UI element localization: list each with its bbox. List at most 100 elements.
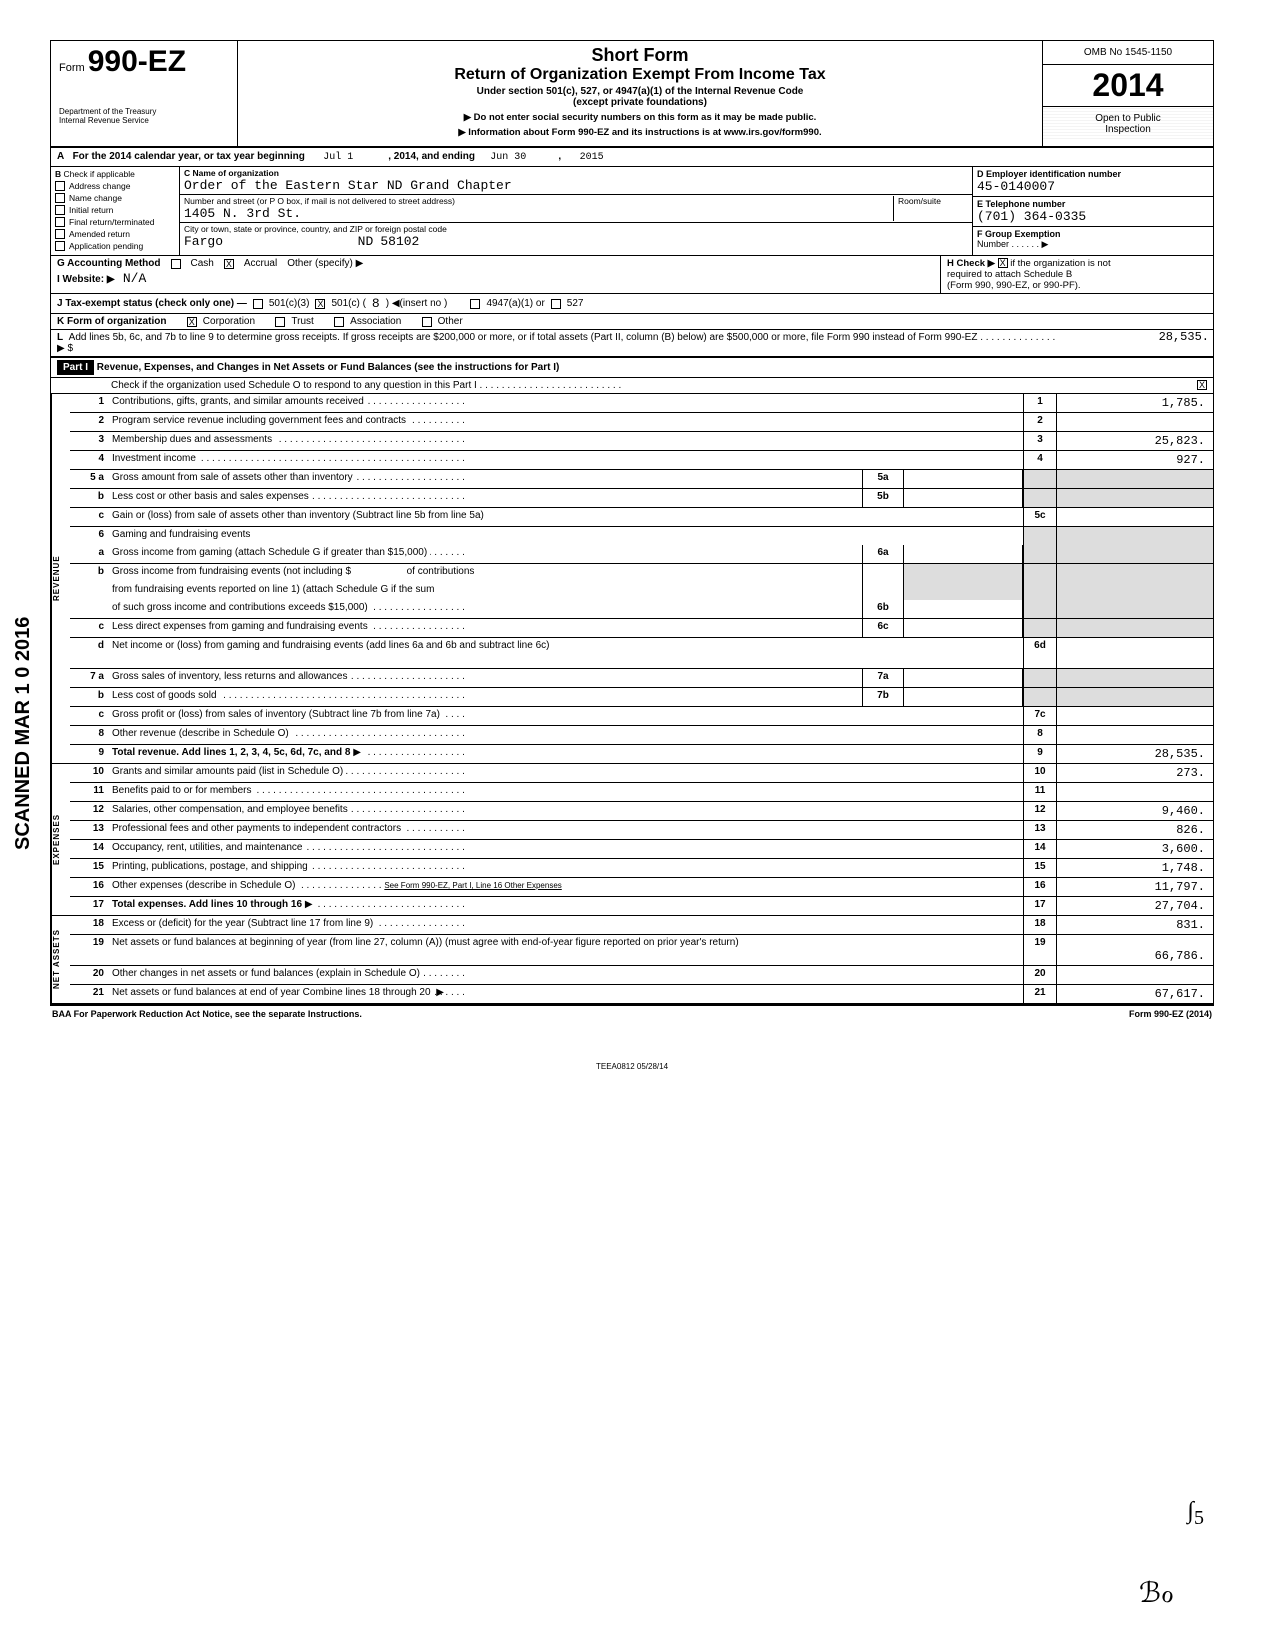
- mv6c: [904, 619, 1023, 637]
- row-k: K Form of organization XCorporation Trus…: [51, 314, 1213, 330]
- room-lbl: Room/suite: [898, 196, 941, 206]
- rb11: 11: [1023, 783, 1057, 801]
- org-state: ND: [358, 234, 374, 249]
- chk-trust[interactable]: [275, 317, 285, 327]
- h-lbl: H Check ▶: [947, 258, 995, 269]
- street-lbl: Number and street (or P O box, if mail i…: [184, 196, 455, 206]
- chk-h[interactable]: X: [998, 258, 1008, 268]
- d2: Program service revenue including govern…: [112, 415, 409, 426]
- line-a: A For the 2014 calendar year, or tax yea…: [51, 148, 1213, 167]
- n18: 18: [70, 916, 108, 934]
- 501c-number: 8: [372, 296, 380, 311]
- col-c: C Name of organization Order of the East…: [180, 167, 973, 255]
- side-revenue: REVENUE: [51, 394, 70, 763]
- chk-501c3[interactable]: [253, 299, 263, 309]
- lbl-name-change: Name change: [69, 193, 122, 203]
- v6: [1057, 527, 1213, 545]
- g-lbl: G Accounting Method: [57, 258, 161, 269]
- rb5a: [1023, 470, 1057, 488]
- chk-name-change[interactable]: [55, 193, 65, 203]
- form-label: Form: [59, 62, 85, 74]
- v5b: [1057, 489, 1213, 507]
- n8: 8: [70, 726, 108, 744]
- form-number-cell: Form 990-EZ Department of the Treasury I…: [51, 41, 238, 146]
- d19: Net assets or fund balances at beginning…: [112, 937, 742, 948]
- ein-value: 45-0140007: [977, 179, 1055, 194]
- m6b: 6b: [862, 600, 904, 618]
- rb1: 1: [1023, 394, 1057, 412]
- d5a: Gross amount from sale of assets other t…: [112, 472, 356, 483]
- line-a-mid: , 2014, and ending: [388, 151, 475, 162]
- chk-accrual[interactable]: X: [224, 259, 234, 269]
- v10: 273.: [1057, 764, 1213, 782]
- chk-assoc[interactable]: [334, 317, 344, 327]
- v15: 1,748.: [1057, 859, 1213, 877]
- section-bcd: B Check if applicable Address change Nam…: [51, 167, 1213, 256]
- chk-app-pending[interactable]: [55, 241, 65, 251]
- h-check: H Check ▶ X if the organization is not r…: [940, 256, 1213, 293]
- chk-527[interactable]: [551, 299, 561, 309]
- m6c: 6c: [862, 619, 904, 637]
- rb6a: [1023, 545, 1057, 563]
- m7a: 7a: [862, 669, 904, 687]
- org-city: Fargo: [184, 234, 223, 249]
- n12: 12: [70, 802, 108, 820]
- n7a: 7 a: [70, 669, 108, 687]
- d1: Contributions, gifts, grants, and simila…: [112, 396, 367, 407]
- website-value: N/A: [123, 271, 146, 286]
- city-lbl: City or town, state or province, country…: [184, 224, 447, 234]
- f-lbl: F Group Exemption: [977, 229, 1061, 239]
- d6c: Less direct expenses from gaming and fun…: [112, 621, 371, 632]
- l-value: 28,535.: [1069, 330, 1213, 356]
- ty-end: Jun 30: [483, 152, 533, 163]
- v1: 1,785.: [1057, 394, 1213, 412]
- n10: 10: [70, 764, 108, 782]
- n19: 19: [70, 935, 108, 965]
- d12: Salaries, other compensation, and employ…: [112, 804, 351, 815]
- rb20: 20: [1023, 966, 1057, 984]
- chk-cash[interactable]: [171, 259, 181, 269]
- k-lbl: K Form of organization: [57, 316, 166, 327]
- d4: Investment income: [112, 453, 199, 464]
- footer-left: BAA For Paperwork Reduction Act Notice, …: [52, 1009, 362, 1019]
- v8: [1057, 726, 1213, 744]
- d-lbl: D Employer identification number: [977, 169, 1121, 179]
- d6b3: from fundraising events reported on line…: [112, 584, 434, 595]
- n5c: c: [70, 508, 108, 526]
- d20: Other changes in net assets or fund bala…: [112, 968, 423, 979]
- d16: Other expenses (describe in Schedule O): [112, 880, 295, 891]
- rb2: 2: [1023, 413, 1057, 431]
- d6b2: of contributions: [407, 566, 475, 577]
- chk-amended[interactable]: [55, 229, 65, 239]
- n13: 13: [70, 821, 108, 839]
- rb15: 15: [1023, 859, 1057, 877]
- row-l: L Add lines 5b, 6c, and 7b to line 9 to …: [51, 330, 1213, 358]
- chk-final-return[interactable]: [55, 217, 65, 227]
- chk-initial-return[interactable]: [55, 205, 65, 215]
- arrow-ssn: ▶ Do not enter social security numbers o…: [246, 112, 1034, 123]
- mv5b: [904, 489, 1023, 507]
- chk-address-change[interactable]: [55, 181, 65, 191]
- org-name: Order of the Eastern Star ND Grand Chapt…: [184, 178, 512, 193]
- chk-corp[interactable]: X: [187, 317, 197, 327]
- rb7c: 7c: [1023, 707, 1057, 725]
- d6a: Gross income from gaming (attach Schedul…: [112, 547, 430, 558]
- lbl-initial-return: Initial return: [69, 205, 113, 215]
- lbl-accrual: Accrual: [244, 258, 277, 269]
- m5a: 5a: [862, 470, 904, 488]
- rb6c: [1023, 619, 1057, 637]
- v19: 66,786.: [1057, 935, 1213, 965]
- chk-4947[interactable]: [470, 299, 480, 309]
- chk-schedule-o[interactable]: X: [1197, 380, 1207, 390]
- v13: 826.: [1057, 821, 1213, 839]
- chk-other-org[interactable]: [422, 317, 432, 327]
- row-gih: G Accounting Method Cash XAccrual Other …: [51, 256, 1213, 294]
- i-lbl: I Website: ▶: [57, 274, 115, 285]
- d17: Total expenses. Add lines 10 through 16: [112, 899, 302, 910]
- v5c: [1057, 508, 1213, 526]
- d7b: Less cost of goods sold: [112, 690, 220, 701]
- arrow-info: ▶ Information about Form 990-EZ and its …: [246, 127, 1034, 138]
- form-header: Form 990-EZ Department of the Treasury I…: [51, 41, 1213, 148]
- d18: Excess or (deficit) for the year (Subtra…: [112, 918, 376, 929]
- chk-501c[interactable]: X: [315, 299, 325, 309]
